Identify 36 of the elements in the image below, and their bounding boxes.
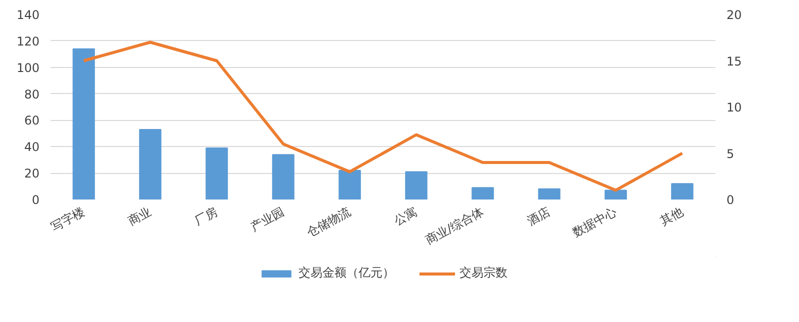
y-tick-label: 100: [16, 60, 40, 75]
bar: [604, 190, 627, 200]
bar: [671, 183, 694, 200]
bar: [538, 188, 560, 200]
x-tick-label: 数据中心: [570, 204, 620, 240]
x-tick-label: 写字楼: [48, 204, 88, 234]
line-series: [82, 40, 684, 192]
bar: [338, 170, 361, 200]
bar: [405, 171, 428, 200]
legend-label: 交易宗数: [460, 264, 508, 282]
y-tick-label: 0: [32, 193, 40, 207]
x-tick-label: 商业/综合体: [423, 204, 486, 248]
y2-tick-label: 10: [726, 100, 742, 114]
y-tick-label: 60: [24, 114, 40, 128]
bar: [472, 187, 494, 200]
y-tick-label: 20: [24, 166, 40, 181]
bar: [206, 147, 228, 200]
y2-tick-label: 20: [726, 8, 742, 22]
y-tick-label: 120: [16, 34, 40, 48]
bar: [72, 48, 95, 200]
y2-tick-label: 0: [726, 193, 734, 207]
y-tick-label: 40: [24, 140, 40, 154]
x-tick-label: 产业园: [248, 204, 287, 234]
x-tick-label: 公寓: [392, 204, 420, 228]
x-tick-label: 其他: [658, 204, 686, 228]
bar: [272, 154, 294, 200]
y-tick-label: 80: [24, 87, 40, 102]
bar: [139, 128, 162, 200]
x-tick-label: 仓储物流: [304, 204, 354, 240]
x-tick-label: 商业: [126, 204, 154, 228]
x-tick-label: 酒店: [524, 204, 553, 228]
y-tick-label: 140: [16, 8, 40, 22]
y2-tick-label: 15: [726, 54, 742, 68]
y2-tick-label: 5: [726, 146, 734, 161]
legend-label: 交易金额（亿元）: [298, 264, 394, 282]
x-tick-label: 厂房: [192, 204, 220, 228]
